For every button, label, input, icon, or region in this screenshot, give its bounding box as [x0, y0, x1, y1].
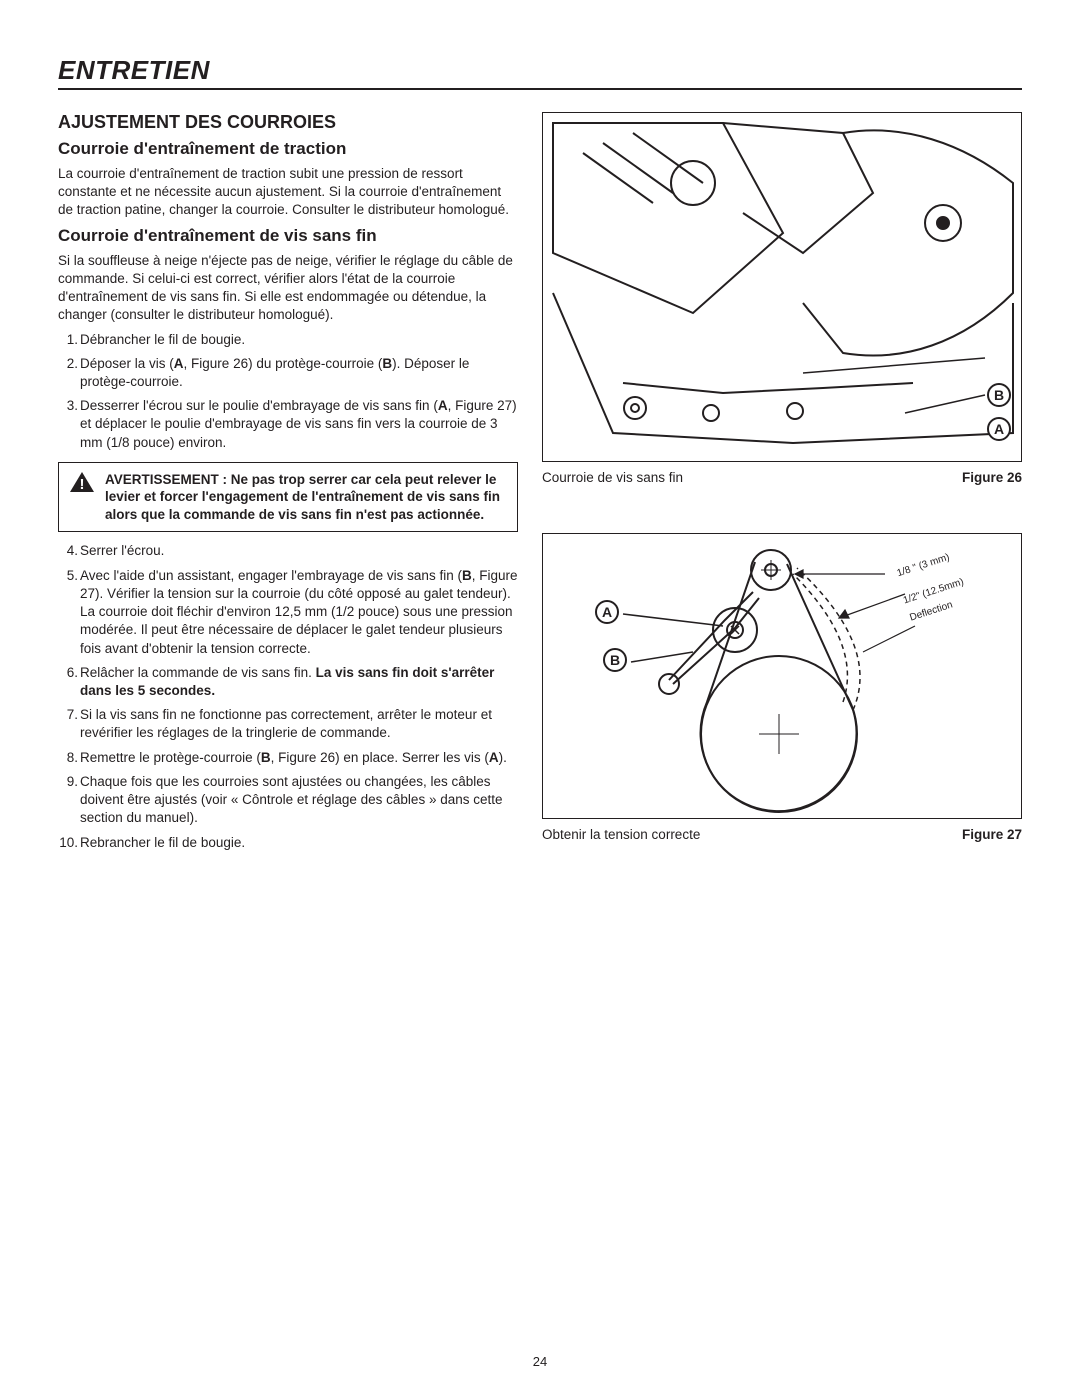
subsection-2-heading: Courroie d'entraînement de vis sans fin [58, 226, 518, 246]
step-item: Remettre le protège-courroie (B, Figure … [80, 749, 518, 767]
section-heading: AJUSTEMENT DES COURROIES [58, 112, 518, 133]
figure-27-caption: Obtenir la tension correcte [542, 827, 700, 842]
step-item: Relâcher la commande de vis sans fin. La… [80, 664, 518, 700]
right-column: B A Courroie de vis sans fin Figure 26 [542, 112, 1022, 858]
subsection-2-paragraph: Si la souffleuse à neige n'éjecte pas de… [58, 252, 518, 325]
figure-26-callout-b: B [987, 383, 1011, 407]
figure-26-caption-row: Courroie de vis sans fin Figure 26 [542, 470, 1022, 485]
figure-26-drawing [543, 113, 1022, 462]
left-column: AJUSTEMENT DES COURROIES Courroie d'entr… [58, 112, 518, 858]
figure-26-label: Figure 26 [962, 470, 1022, 485]
step-item: Chaque fois que les courroies sont ajust… [80, 773, 518, 828]
figure-27-callout-a: A [595, 600, 619, 624]
step-item: Débrancher le fil de bougie. [80, 331, 518, 349]
warning-icon: ! [69, 471, 95, 493]
subsection-1-heading: Courroie d'entraînement de traction [58, 139, 518, 159]
step-item: Avec l'aide d'un assistant, engager l'em… [80, 567, 518, 658]
steps-list-b: Serrer l'écrou. Avec l'aide d'un assista… [58, 542, 518, 851]
step-item: Desserrer l'écrou sur le poulie d'embray… [80, 397, 518, 452]
page-title: ENTRETIEN [58, 55, 1022, 90]
page-number: 24 [0, 1354, 1080, 1369]
figure-27-box: A B 1/8 " (3 mm) 1/2" (12.5mm) Deflectio… [542, 533, 1022, 819]
svg-text:!: ! [80, 476, 85, 493]
figure-27-callout-b: B [603, 648, 627, 672]
step-item: Si la vis sans fin ne fonctionne pas cor… [80, 706, 518, 742]
content-columns: AJUSTEMENT DES COURROIES Courroie d'entr… [58, 112, 1022, 858]
warning-box: ! AVERTISSEMENT : Ne pas trop serrer car… [58, 462, 518, 533]
subsection-1-paragraph: La courroie d'entraînement de traction s… [58, 165, 518, 220]
step-item: Déposer la vis (A, Figure 26) du protège… [80, 355, 518, 391]
figure-26-box: B A [542, 112, 1022, 462]
steps-list-a: Débrancher le fil de bougie. Déposer la … [58, 331, 518, 452]
figure-27-drawing [543, 534, 1022, 819]
figure-27-label: Figure 27 [962, 827, 1022, 842]
step-item: Serrer l'écrou. [80, 542, 518, 560]
warning-text: AVERTISSEMENT : Ne pas trop serrer car c… [105, 472, 500, 522]
figure-26-caption: Courroie de vis sans fin [542, 470, 683, 485]
figure-26-callout-a: A [987, 417, 1011, 441]
figure-27-caption-row: Obtenir la tension correcte Figure 27 [542, 827, 1022, 842]
step-item: Rebrancher le fil de bougie. [80, 834, 518, 852]
